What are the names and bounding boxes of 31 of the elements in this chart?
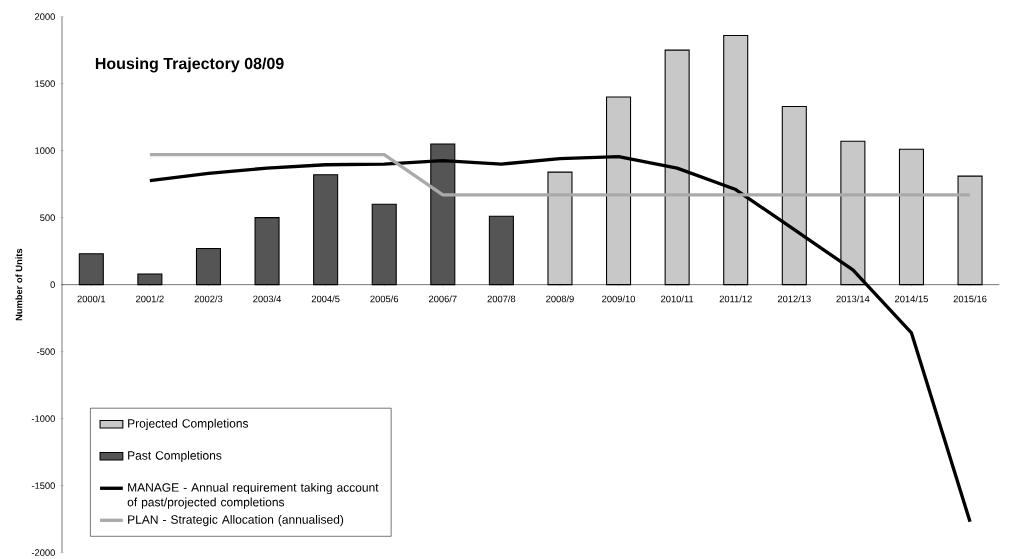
x-tick-label: 2008/9 [546,295,574,303]
x-tick-label: 2002/3 [194,295,223,303]
y-tick-label: -2000 [31,549,55,557]
y-tick-label: 500 [40,214,55,222]
x-tick-label: 2001/2 [136,295,164,303]
x-tick-label: 2004/5 [311,295,340,303]
legend-label: MANAGE - Annual requirement taking account of past/projected completions [127,483,379,509]
x-tick-label: 2009/10 [602,295,636,303]
x-tick-label: 2007/8 [487,295,516,303]
legend-label: Projected Completions [128,419,249,431]
x-tick-label: 2011/12 [719,295,752,303]
x-tick-label: 2013/14 [836,295,870,303]
y-tick-label: -1000 [31,415,55,423]
y-tick-label: 1000 [35,147,55,155]
x-tick-label: 2006/7 [428,295,457,303]
x-tick-label: 2015/16 [953,295,987,303]
y-tick-label: -1500 [31,482,55,490]
y-axis-title: Number of Units [15,248,23,321]
x-tick-label: 2012/13 [777,295,811,303]
y-tick-label: 2000 [34,13,55,21]
x-tick-label: 2014/15 [895,295,928,303]
x-tick-label: 2005/6 [370,295,399,303]
y-tick-label: -500 [37,348,55,356]
x-tick-label: 2000/1 [77,295,106,303]
x-tick-label: 2003/4 [253,295,282,303]
x-tick-label: 2010/11 [661,295,694,303]
legend-label: Past Completions [128,451,222,463]
y-tick-label: 1500 [35,80,55,88]
y-tick-label: 0 [50,281,55,289]
legend-label: PLAN - Strategic Allocation (annualised) [128,515,344,527]
text: Housing Trajectory 08/09 [95,57,284,73]
